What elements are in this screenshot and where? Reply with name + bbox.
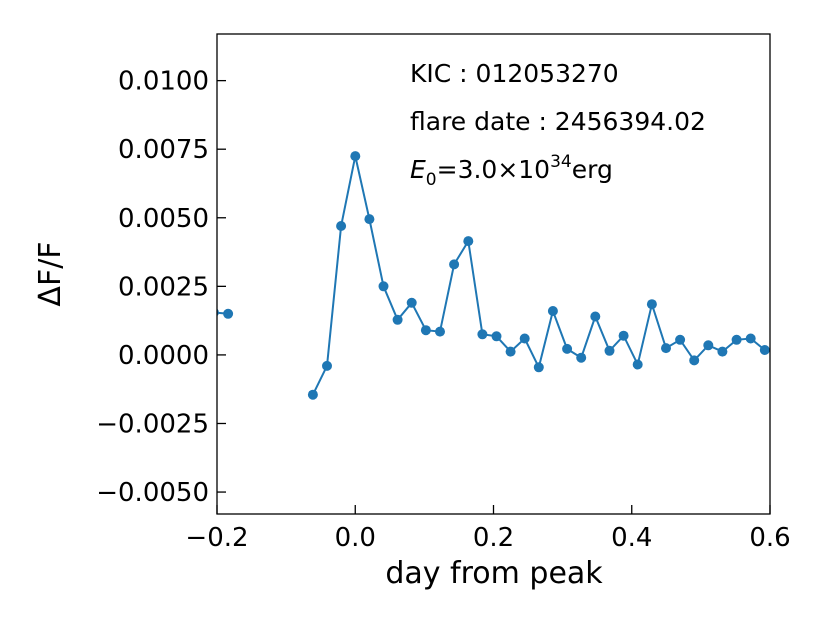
energy-symbol: E — [410, 155, 426, 184]
data-point — [661, 343, 671, 354]
data-point — [505, 346, 516, 357]
data-point — [646, 299, 657, 310]
data-point — [364, 214, 375, 225]
data-point — [618, 330, 629, 341]
annotation-energy: E0=3.0×1034erg — [410, 152, 613, 190]
y-tick-label: 0.0100 — [118, 67, 209, 97]
x-axis-label: day from peak — [385, 556, 603, 591]
ticks-layer: −0.2 0.0 0.2 0.4 0.6 −0.0050 −0.0025 0.0000 0.00… — [96, 67, 790, 553]
data-point — [533, 362, 544, 373]
data-point — [223, 308, 234, 319]
data-point — [604, 345, 615, 356]
data-point — [449, 259, 460, 270]
data-point — [703, 340, 714, 351]
data-layer — [217, 151, 770, 400]
data-point — [420, 325, 431, 336]
data-point — [491, 331, 502, 342]
data-point — [336, 221, 347, 231]
x-tick-label: 0.4 — [611, 523, 652, 553]
x-tick-label: 0.0 — [335, 523, 376, 553]
annotation-kic: KIC : 012053270 — [410, 59, 619, 88]
data-point — [717, 346, 728, 357]
data-point — [576, 352, 587, 363]
y-tick-label: −0.0050 — [96, 478, 209, 508]
data-point — [590, 311, 601, 322]
data-point — [322, 360, 332, 371]
data-point — [632, 359, 643, 370]
series-group — [217, 151, 770, 400]
data-point — [463, 236, 474, 247]
data-point — [477, 329, 488, 340]
y-tick-label: 0.0000 — [118, 341, 209, 371]
x-tick-label: 0.2 — [473, 523, 514, 553]
energy-unit: erg — [572, 155, 613, 184]
data-point — [745, 333, 756, 344]
y-tick-label: 0.0050 — [118, 204, 209, 234]
energy-value: =3.0×10 — [437, 155, 550, 184]
y-tick-label: 0.0075 — [118, 135, 209, 165]
x-tick-label: −0.2 — [185, 523, 248, 553]
data-point — [562, 343, 573, 354]
data-point — [350, 151, 361, 162]
data-point — [547, 306, 558, 316]
data-point — [731, 334, 742, 345]
data-point — [759, 345, 770, 355]
data-point — [689, 355, 700, 366]
energy-exponent: 34 — [550, 152, 572, 172]
data-point — [307, 389, 318, 400]
plot-frame — [216, 33, 771, 515]
x-tick-label: 0.6 — [749, 523, 790, 553]
y-tick-label: 0.0025 — [118, 272, 209, 302]
data-point — [435, 326, 445, 337]
data-point — [406, 297, 417, 308]
annotation-flare-date: flare date : 2456394.02 — [410, 107, 706, 136]
data-point — [675, 334, 686, 345]
y-axis-label: ΔF/F — [33, 241, 68, 306]
data-point — [519, 333, 530, 344]
data-point — [392, 314, 403, 325]
data-point — [378, 281, 389, 292]
energy-subscript: 0 — [426, 170, 437, 190]
y-tick-label: −0.0025 — [96, 409, 209, 439]
